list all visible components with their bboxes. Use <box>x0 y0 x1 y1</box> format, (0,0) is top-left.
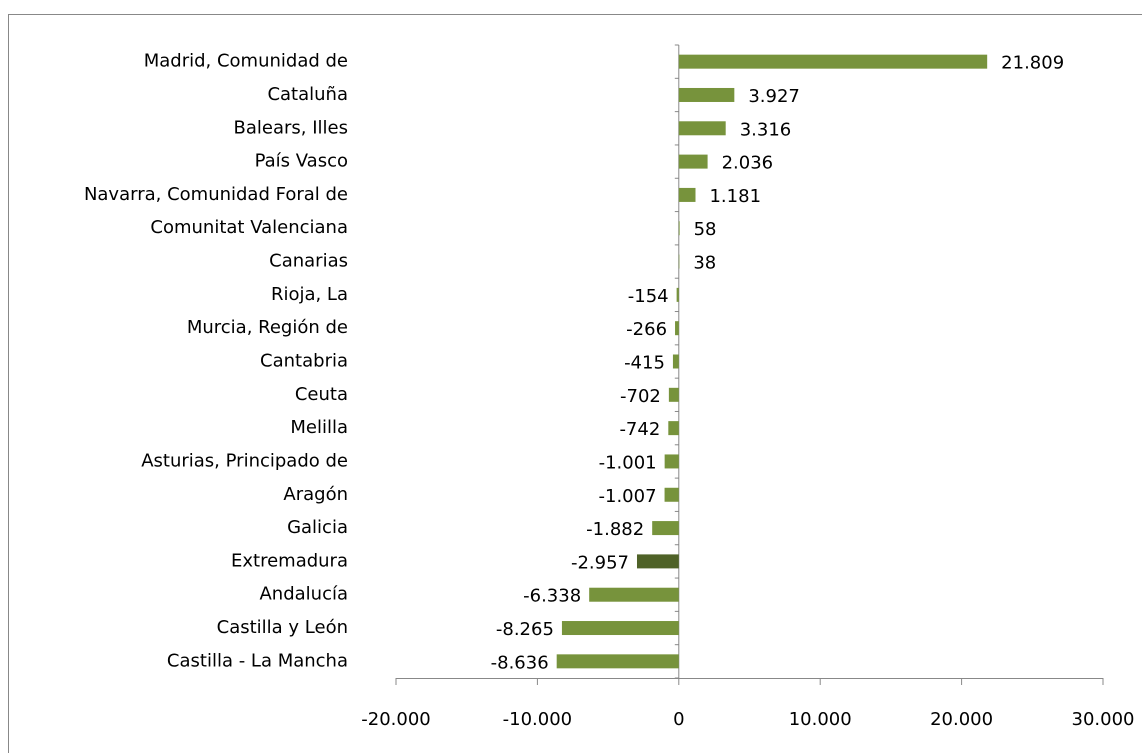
bar <box>664 487 679 502</box>
value-label: -1.001 <box>599 452 657 473</box>
bar <box>678 154 708 169</box>
category-label: Asturias, Principado de <box>141 450 348 471</box>
x-tick-label: 30.000 <box>1072 709 1135 730</box>
bar <box>678 54 988 69</box>
category-label: Cataluña <box>267 84 348 105</box>
bar <box>678 254 680 269</box>
bar <box>678 121 726 136</box>
x-tick-label: 10.000 <box>789 709 852 730</box>
value-label: -2.957 <box>571 552 629 573</box>
category-label: Madrid, Comunidad de <box>144 51 348 72</box>
bar <box>652 521 679 536</box>
bar <box>556 654 679 669</box>
value-label: 3.316 <box>740 119 792 140</box>
bar <box>678 187 696 202</box>
value-label: -1.007 <box>599 486 657 507</box>
bar <box>668 421 679 436</box>
value-label: -6.338 <box>523 586 581 607</box>
category-label: Canarias <box>269 251 348 272</box>
value-label: -8.265 <box>496 619 554 640</box>
value-label: 2.036 <box>722 153 774 174</box>
x-tick-label: 0 <box>673 709 684 730</box>
category-label: Navarra, Comunidad Foral de <box>84 184 348 205</box>
value-label: -702 <box>620 386 661 407</box>
bar <box>664 454 679 469</box>
category-label: Murcia, Región de <box>187 317 348 338</box>
bar <box>636 554 679 569</box>
value-label: -742 <box>619 419 660 440</box>
category-label: Andalucía <box>259 584 348 605</box>
value-label: -1.882 <box>586 519 644 540</box>
category-label: Galicia <box>287 517 348 538</box>
value-label: -8.636 <box>491 652 549 673</box>
category-label: Comunitat Valenciana <box>150 217 348 238</box>
category-label: Melilla <box>290 417 348 438</box>
bar <box>678 87 735 102</box>
bar <box>561 621 679 636</box>
category-label: Balears, Illes <box>234 117 348 138</box>
value-label: -266 <box>626 319 667 340</box>
bar <box>675 321 679 336</box>
category-label: Ceuta <box>295 384 348 405</box>
value-label: 58 <box>694 219 717 240</box>
chart-frame <box>8 14 1142 753</box>
value-label: -415 <box>624 353 665 374</box>
x-tick-label: 20.000 <box>930 709 993 730</box>
category-label: Aragón <box>283 484 348 505</box>
value-label: 3.927 <box>748 86 800 107</box>
bar <box>589 587 679 602</box>
x-tick-label: -10.000 <box>503 709 572 730</box>
category-label: Castilla y León <box>217 617 348 638</box>
value-label: 21.809 <box>1001 53 1064 74</box>
bar <box>676 287 679 302</box>
category-label: País Vasco <box>255 151 348 172</box>
category-label: Extremadura <box>231 550 348 571</box>
value-label: -154 <box>628 286 669 307</box>
value-label: 38 <box>693 253 716 274</box>
value-label: 1.181 <box>709 186 761 207</box>
bar <box>672 354 679 369</box>
category-label: Rioja, La <box>271 284 348 305</box>
category-label: Cantabria <box>260 351 348 372</box>
bar <box>678 221 680 236</box>
x-tick-label: -20.000 <box>361 709 430 730</box>
category-label: Castilla - La Mancha <box>167 650 348 671</box>
bar <box>668 387 679 402</box>
